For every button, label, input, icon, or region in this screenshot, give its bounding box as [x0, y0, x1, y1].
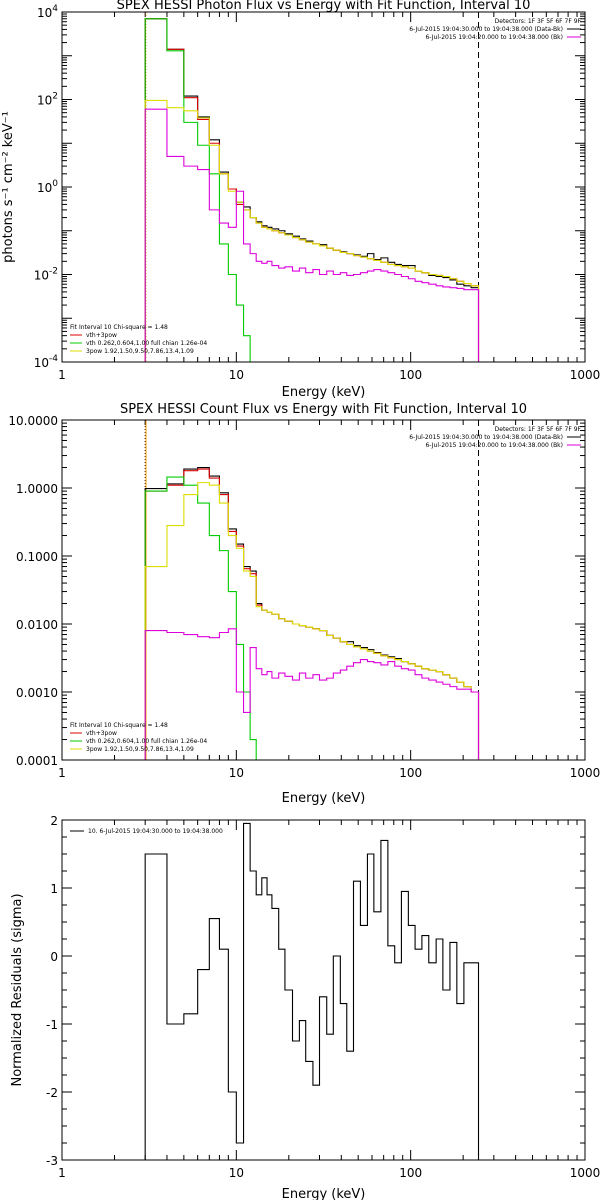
series-data-bk — [144, 18, 480, 362]
y-tick-label: 10-2 — [34, 267, 58, 283]
plot-frame — [61, 819, 586, 1161]
y-tick-label: 100 — [37, 179, 58, 195]
y-tick-label: -2 — [46, 1086, 58, 1100]
y-tick-label: 0.0010 — [16, 686, 58, 700]
plot-frame — [61, 419, 586, 761]
series-data-bk — [144, 466, 480, 760]
legend-entry: 10. 6-Jul-2015 19:04:30.000 to 19:04:38.… — [88, 828, 223, 835]
chart-panel-1: SPEX HESSI Photon Flux vs Energy with Fi… — [1, 0, 600, 400]
y-tick-label: 0.1000 — [16, 550, 58, 564]
x-tick-label: 10 — [229, 368, 244, 382]
legend-entry: vth 0.262,0.604,1.00 full chian 1.26e-04 — [86, 738, 207, 745]
series-vth — [144, 476, 257, 760]
plot-frame — [61, 11, 586, 363]
chart-panel-2: SPEX HESSI Count Flux vs Energy with Fit… — [8, 402, 600, 806]
legend-detectors: Detectors: 1F 3F 5F 6F 7F 9F — [495, 18, 582, 25]
x-tick-label: 1 — [58, 368, 66, 382]
legend-entry: vth+3pow — [86, 730, 117, 737]
x-axis-label: Energy (keV) — [282, 791, 366, 806]
plot-area — [144, 822, 480, 1160]
legend-bottom-left: Fit Interval 10 Chi-square = 1.48vth+3po… — [70, 722, 207, 753]
legend-entry: 6-Jul-2015 19:04:30.000 to 19:04:38.000 … — [409, 26, 563, 33]
legend-entry: 3pow 1.92,1.50,9.50,7.86,13.4,1.09 — [86, 746, 194, 753]
legend-entry: 6-Jul-2015 19:04:20.000 to 19:04:38.000 … — [425, 442, 563, 449]
y-tick-label: 0.0100 — [16, 618, 58, 632]
series-3pow — [144, 99, 480, 362]
series-3pow — [144, 482, 480, 760]
x-axis-label: Energy (keV) — [282, 385, 366, 400]
y-tick-label: 0.0001 — [16, 754, 58, 768]
y-tick-label: 104 — [37, 4, 58, 20]
x-tick-label: 10 — [229, 1166, 244, 1180]
series-residuals — [144, 822, 480, 1160]
chart-title: SPEX HESSI Photon Flux vs Energy with Fi… — [117, 0, 531, 13]
x-tick-label: 1 — [58, 1166, 66, 1180]
y-tick-label: 2 — [50, 814, 58, 828]
series-bk — [144, 108, 480, 362]
legend-entry: 3pow 1.92,1.50,9.50,7.86,13.4,1.09 — [86, 348, 194, 355]
y-tick-label: 10-4 — [34, 354, 59, 370]
series-vth — [144, 18, 251, 362]
y-tick-label: 10.0000 — [8, 414, 58, 428]
y-tick-label: -1 — [46, 1018, 58, 1032]
legend-entry: vth 0.262,0.604,1.00 full chian 1.26e-04 — [86, 340, 207, 347]
plot-area — [144, 466, 480, 760]
chart-title: SPEX HESSI Count Flux vs Energy with Fit… — [120, 402, 527, 417]
legend-top-right: Detectors: 1F 3F 5F 6F 7F 9F6-Jul-2015 1… — [409, 18, 581, 41]
y-axis-label: photons s⁻¹ cm⁻² keV⁻¹ — [1, 111, 16, 263]
y-axis-label: Normalized Residuals (sigma) — [10, 893, 25, 1086]
x-tick-label: 1 — [58, 766, 66, 780]
series-vth-3pow — [144, 18, 480, 362]
y-tick-label: -3 — [46, 1154, 58, 1168]
legend-top-right: Detectors: 1F 3F 5F 6F 7F 9F6-Jul-2015 1… — [409, 426, 581, 449]
x-axis-label: Energy (keV) — [282, 1187, 366, 1200]
series-bk — [144, 628, 480, 760]
y-tick-label: 1.0000 — [16, 482, 58, 496]
legend-bottom-left: Fit Interval 10 Chi-square = 1.48vth+3po… — [70, 324, 207, 355]
x-tick-label: 100 — [399, 1166, 422, 1180]
x-tick-label: 1000 — [570, 1166, 600, 1180]
chart-panel-3: Energy (keV) Normalized Residuals (sigma)… — [10, 814, 600, 1200]
x-tick-label: 1000 — [570, 766, 600, 780]
x-tick-label: 10 — [229, 766, 244, 780]
legend-detectors: Detectors: 1F 3F 5F 6F 7F 9F — [495, 426, 582, 433]
x-tick-label: 100 — [399, 766, 422, 780]
y-tick-label: 0 — [50, 950, 58, 964]
plot-area — [144, 18, 480, 362]
y-tick-label: 1 — [50, 882, 58, 896]
legend-top-left: 10. 6-Jul-2015 19:04:30.000 to 19:04:38.… — [70, 828, 223, 835]
x-tick-label: 100 — [399, 368, 422, 382]
legend-entry: 6-Jul-2015 19:04:20.000 to 19:04:38.000 … — [425, 34, 563, 41]
series-vth-3pow — [144, 468, 480, 760]
legend-fit-header: Fit Interval 10 Chi-square = 1.48 — [70, 324, 168, 331]
y-tick-label: 102 — [37, 92, 58, 108]
legend-fit-header: Fit Interval 10 Chi-square = 1.48 — [70, 722, 168, 729]
legend-entry: vth+3pow — [86, 332, 117, 339]
x-tick-label: 1000 — [570, 368, 600, 382]
legend-entry: 6-Jul-2015 19:04:30.000 to 19:04:38.000 … — [409, 434, 563, 441]
